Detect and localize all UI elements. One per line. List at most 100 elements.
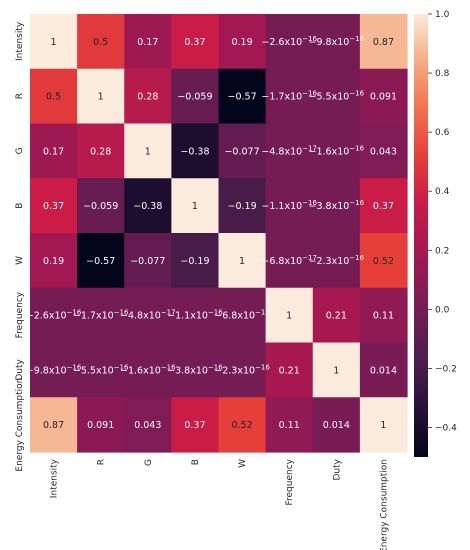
heatmap-cell-5-3 bbox=[171, 287, 220, 344]
cell-annotation-value: −1.7x10 bbox=[73, 311, 114, 322]
cell-annotation-value: 0.17 bbox=[137, 37, 158, 48]
heatmap-cell-3-5 bbox=[265, 178, 314, 234]
heatmap-cell-5-0 bbox=[30, 287, 78, 344]
cell-annotation-value: 1 bbox=[380, 420, 386, 431]
cell-annotation-0-5: −2.6x10−16 bbox=[261, 35, 317, 48]
cell-annotation-value: 0.37 bbox=[373, 201, 394, 212]
heatmap-cell-3-2 bbox=[124, 178, 172, 234]
row-label-4: W bbox=[15, 256, 25, 265]
row-label-3: B bbox=[15, 203, 25, 209]
cell-annotation-4-6: −2.3x10−16 bbox=[309, 254, 365, 267]
colorbar-rect bbox=[414, 14, 428, 457]
cell-annotation-5-3: −1.1x10−16 bbox=[167, 309, 223, 322]
cell-annotation-value: 1 bbox=[333, 365, 339, 376]
cell-annotation-1-2: 0.28 bbox=[137, 92, 158, 103]
cell-annotation-6-6: 1 bbox=[333, 365, 339, 376]
cell-annotation-0-7: 0.87 bbox=[373, 37, 394, 48]
heatmap-cell-4-6 bbox=[312, 233, 361, 289]
cell-annotation-exponent: −16 bbox=[302, 199, 317, 207]
cell-annotation-value: 0.17 bbox=[43, 146, 64, 157]
heatmap-cell-0-4 bbox=[218, 14, 267, 70]
cell-annotation-value: 1 bbox=[192, 201, 198, 212]
heatmap-cell-0-3 bbox=[171, 14, 220, 70]
cell-annotation-exponent: −16 bbox=[114, 363, 129, 371]
heatmap-cell-4-2 bbox=[124, 233, 172, 289]
cell-annotation-value: −2.6x10 bbox=[261, 37, 302, 48]
cell-annotation-4-7: 0.52 bbox=[373, 256, 394, 267]
cell-annotation-value: −5.5x10 bbox=[309, 92, 350, 103]
cell-annotation-2-5: −4.8x10−17 bbox=[261, 144, 317, 157]
cell-annotation-value: −1.6x10 bbox=[309, 146, 350, 157]
heatmap-cell-7-0 bbox=[30, 397, 78, 453]
cell-annotation-3-5: −1.1x10−16 bbox=[261, 199, 317, 212]
cell-annotation-6-2: −1.6x10−16 bbox=[120, 363, 176, 376]
heatmap-cell-1-6 bbox=[312, 68, 361, 125]
heatmap-cell-4-3 bbox=[171, 233, 220, 289]
heatmap-cell-labels: 1 0.5 0.17 0.37 0.19 −2.6x10−16−9.8x10−16 0.87… bbox=[26, 35, 397, 431]
cell-annotation-exponent: −16 bbox=[349, 90, 364, 98]
heatmap-cell-6-7 bbox=[359, 342, 408, 398]
colorbar-tick-label-0: −0.4 bbox=[435, 423, 457, 433]
heatmap-cell-6-1 bbox=[77, 342, 125, 398]
column-tick-labels: Intensity R G B W Frequency Duty Energy Consump… bbox=[50, 458, 390, 550]
cell-annotation-value: −0.19 bbox=[228, 201, 257, 212]
cell-annotation-0-0: 1 bbox=[51, 37, 57, 48]
cell-annotation-0-6: −9.8x10−16 bbox=[309, 35, 365, 48]
heatmap-cell-5-6 bbox=[312, 287, 361, 344]
cell-annotation-7-1: 0.091 bbox=[87, 420, 114, 431]
cell-annotation-value: −0.38 bbox=[133, 201, 162, 212]
cell-annotation-value: −0.059 bbox=[177, 92, 212, 103]
heatmap-cell-4-7 bbox=[359, 233, 408, 289]
cell-annotation-value: −0.57 bbox=[86, 256, 115, 267]
cell-annotation-4-1: −0.57 bbox=[86, 256, 115, 267]
cell-annotation-0-3: 0.37 bbox=[184, 37, 205, 48]
heatmap-cell-6-5 bbox=[265, 342, 314, 398]
cell-annotation-value: 0.014 bbox=[370, 365, 397, 376]
cell-annotation-value: −9.8x10 bbox=[309, 37, 350, 48]
cell-annotation-exponent: −16 bbox=[114, 309, 129, 317]
heatmap-cell-1-5 bbox=[265, 68, 314, 125]
cell-annotation-value: 1 bbox=[145, 146, 151, 157]
heatmap-cell-5-2 bbox=[124, 287, 172, 344]
cell-annotation-exponent: −16 bbox=[302, 35, 317, 43]
cell-annotation-value: −1.7x10 bbox=[261, 92, 302, 103]
row-label-6: Duty bbox=[15, 358, 25, 380]
cell-annotation-4-0: 0.19 bbox=[43, 256, 64, 267]
cell-annotation-value: −3.8x10 bbox=[167, 365, 208, 376]
cell-annotation-value: 0.091 bbox=[87, 420, 114, 431]
heatmap-cell-7-4 bbox=[218, 397, 267, 453]
heatmap-cell-4-1 bbox=[77, 233, 125, 289]
cell-annotation-value: 0.21 bbox=[326, 311, 347, 322]
row-label-2: G bbox=[15, 147, 25, 154]
column-label-6: Duty bbox=[332, 458, 342, 480]
cell-annotation-4-2: −0.077 bbox=[130, 256, 165, 267]
cell-annotation-5-5: 1 bbox=[286, 311, 292, 322]
cell-annotation-value: 0.11 bbox=[373, 311, 394, 322]
cell-annotation-value: 0.28 bbox=[137, 92, 158, 103]
heatmap-cell-1-2 bbox=[124, 68, 172, 125]
heatmap-cell-0-7 bbox=[359, 14, 408, 70]
cell-annotation-3-4: −0.19 bbox=[228, 201, 257, 212]
colorbar-tick-label-7: 1.0 bbox=[435, 10, 450, 20]
cell-annotation-1-4: −0.57 bbox=[228, 92, 257, 103]
colorbar-tick-label-3: 0.2 bbox=[435, 246, 449, 256]
heatmap-cell-7-1 bbox=[77, 397, 125, 453]
cell-annotation-value: 0.19 bbox=[43, 256, 64, 267]
column-label-2: G bbox=[144, 459, 154, 466]
colorbar-ticks: −0.4 −0.2 0.0 0.2 0.4 0.6 0.8 1.0 bbox=[428, 10, 457, 433]
heatmap-cell-4-4 bbox=[218, 233, 267, 289]
cell-annotation-6-0: −9.8x10−16 bbox=[26, 363, 82, 376]
heatmap-cell-2-0 bbox=[30, 123, 78, 179]
cell-annotation-value: −1.6x10 bbox=[120, 365, 161, 376]
heatmap-cell-2-7 bbox=[359, 123, 408, 179]
cell-annotation-1-6: −5.5x10−16 bbox=[309, 90, 365, 103]
column-label-7: Energy Consumption bbox=[379, 459, 389, 550]
cell-annotation-0-4: 0.19 bbox=[231, 37, 252, 48]
cell-annotation-value: 1 bbox=[286, 311, 292, 322]
row-label-0: Intensity bbox=[15, 21, 25, 61]
column-label-1: R bbox=[97, 459, 107, 465]
row-label-1: R bbox=[15, 93, 25, 99]
cell-annotation-1-3: −0.059 bbox=[177, 92, 212, 103]
cell-annotation-value: 0.19 bbox=[231, 37, 252, 48]
cell-annotation-value: 0.043 bbox=[134, 420, 161, 431]
